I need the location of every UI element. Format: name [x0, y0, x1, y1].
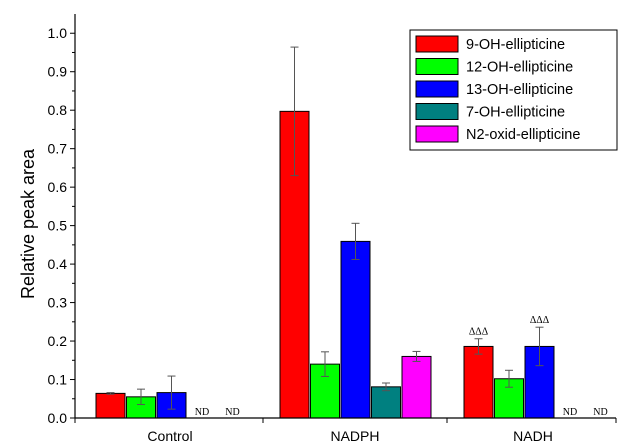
bar-nadph-13-oh-ellipticine	[340, 240, 371, 419]
error-bar-nadh-9-oh-ellipticine	[474, 338, 483, 355]
legend-label: N2-oxid-ellipticine	[466, 127, 580, 143]
error-bar-control-13-oh-ellipticine	[167, 375, 176, 410]
legend-item: 7-OH-ellipticine	[415, 103, 565, 121]
error-bar-nadph-7-oh-ellipticine	[382, 382, 390, 392]
bar-nadph-7-oh-ellipticine	[371, 386, 401, 419]
nd-label: ND	[195, 407, 209, 418]
y-tick-label: 0.4	[48, 256, 68, 272]
error-bar-nadph-12-oh-ellipticine	[321, 351, 329, 377]
legend-item: N2-oxid-ellipticine	[415, 125, 580, 143]
y-tick-label: 0.7	[48, 141, 68, 157]
y-tick-label: 0.3	[48, 295, 68, 311]
significance-label: ΔΔΔ	[530, 315, 550, 326]
legend-label: 7-OH-ellipticine	[466, 105, 565, 121]
nd-label: ND	[563, 407, 577, 418]
legend-label: 12-OH-ellipticine	[466, 60, 573, 76]
legend-label: 9-OH-ellipticine	[466, 37, 565, 53]
y-tick-label: 1.0	[48, 25, 68, 41]
y-tick-label: 0.5	[48, 218, 68, 234]
y-tick-label: 0.0	[48, 410, 68, 426]
legend-swatch	[415, 35, 459, 53]
error-bar-nadh-12-oh-ellipticine	[505, 369, 513, 388]
bar-control-9-oh-ellipticine	[95, 392, 126, 419]
y-axis-title: Relative peak area	[18, 148, 38, 299]
error-bar-control-12-oh-ellipticine	[137, 388, 145, 406]
legend-swatch	[415, 125, 459, 143]
legend-item: 13-OH-ellipticine	[415, 80, 573, 98]
legend-item: 12-OH-ellipticine	[415, 58, 573, 76]
significance-label: ΔΔΔ	[469, 327, 489, 338]
x-tick-label-control: Control	[147, 428, 192, 444]
bar-nadh-9-oh-ellipticine	[463, 345, 494, 419]
y-tick-label: 0.1	[48, 372, 68, 388]
nd-label: ND	[593, 407, 607, 418]
error-bar-nadph-n2-oxid-ellipticine	[412, 350, 421, 362]
nd-label: ND	[225, 407, 239, 418]
y-tick-label: 0.8	[48, 102, 68, 118]
legend-swatch	[415, 80, 459, 98]
error-bar-nadph-9-oh-ellipticine	[290, 46, 299, 177]
x-tick-label-nadh: NADH	[513, 428, 553, 444]
y-tick-label: 0.6	[48, 179, 68, 195]
legend-swatch	[415, 103, 459, 120]
y-tick-label: 0.9	[48, 64, 68, 80]
legend-swatch	[415, 58, 459, 75]
error-bar-control-9-oh-ellipticine	[106, 392, 115, 395]
legend-item: 9-OH-ellipticine	[415, 35, 565, 53]
x-tick-label-nadph: NADPH	[330, 428, 379, 444]
y-tick-label: 0.2	[48, 333, 68, 349]
error-bar-nadph-13-oh-ellipticine	[351, 222, 360, 260]
bar-nadph-n2-oxid-ellipticine	[401, 355, 432, 419]
error-bar-nadh-13-oh-ellipticine	[535, 326, 544, 367]
legend-label: 13-OH-ellipticine	[466, 82, 573, 98]
